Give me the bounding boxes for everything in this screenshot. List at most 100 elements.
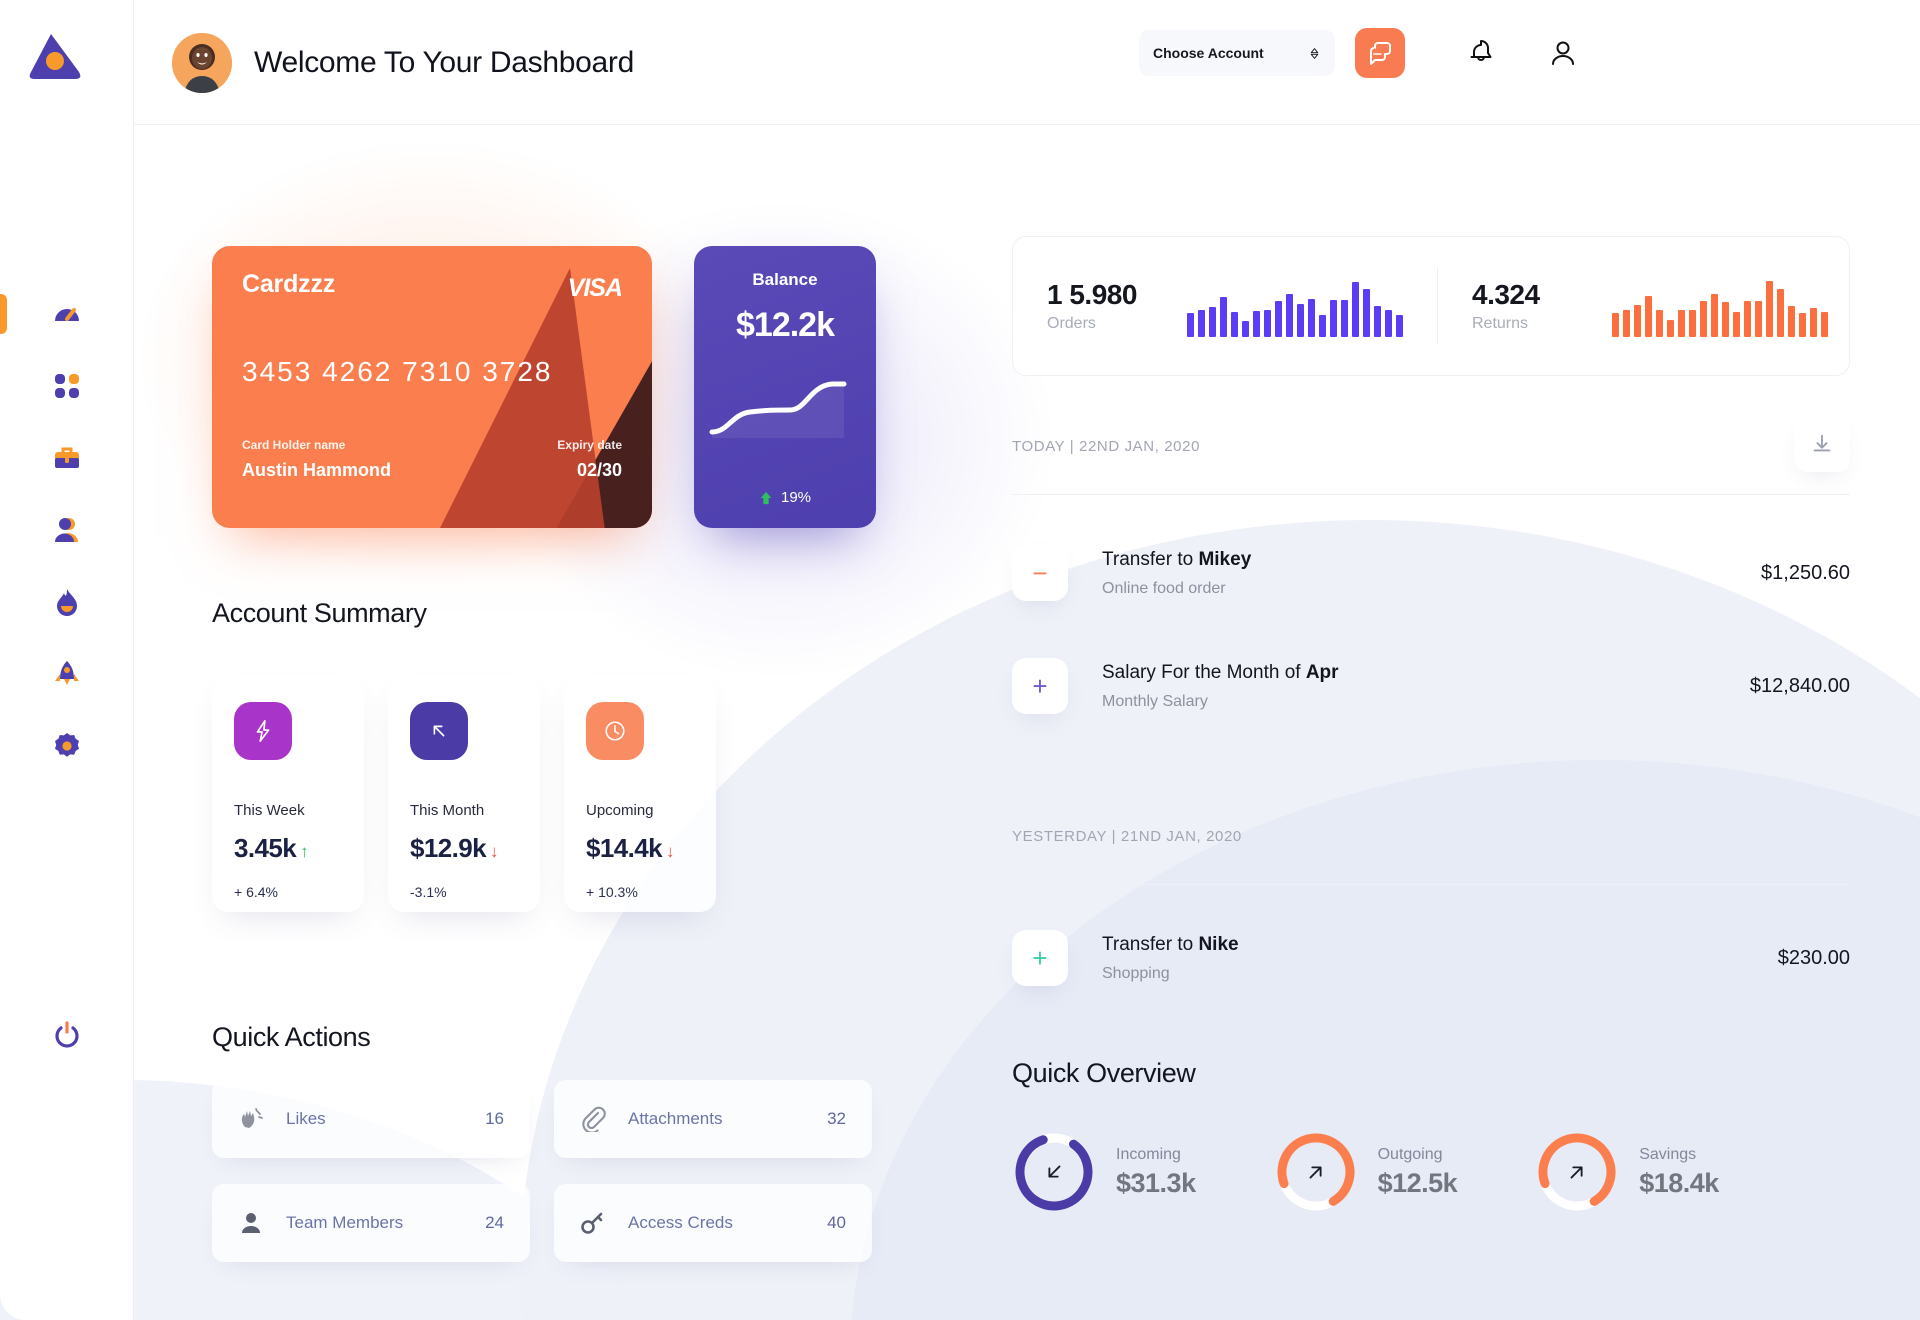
overview-item-incoming[interactable]: Incoming $31.3k (1012, 1130, 1196, 1214)
bar (1308, 298, 1315, 337)
overview-label: Savings (1639, 1145, 1697, 1163)
table-row[interactable]: + Salary For the Month of Apr Monthly Sa… (1012, 658, 1850, 714)
table-row[interactable]: + Transfer to Nike Shopping $230.00 (1012, 930, 1850, 986)
bar (1656, 309, 1663, 337)
bar (1341, 299, 1348, 337)
transactions-yesterday-header: YESTERDAY | 21ND JAN, 2020 (1012, 828, 1850, 845)
bar (1634, 304, 1641, 337)
summary-value: $14.4k (586, 833, 663, 863)
download-icon[interactable] (1794, 416, 1850, 472)
sidebar-item-portfolio[interactable] (0, 422, 134, 494)
balance-card[interactable]: Balance $12.2k 19% (694, 246, 876, 528)
quick-action-count: 24 (485, 1213, 504, 1232)
arrow-up-right-icon (1274, 1130, 1358, 1214)
power-icon[interactable] (52, 1020, 82, 1050)
bar (1810, 308, 1817, 337)
bar (1242, 320, 1249, 337)
sidebar-item-dashboard[interactable] (0, 278, 134, 350)
quick-actions-heading: Quick Actions (212, 1022, 371, 1052)
overview-item-savings[interactable]: Savings $18.4k (1535, 1130, 1719, 1214)
transaction-amount: $230.00 (1777, 946, 1850, 969)
active-indicator (0, 294, 7, 334)
summary-card-this-month[interactable]: This Month $12.9k ↓ -3.1% (388, 676, 540, 912)
triangle-logo[interactable] (27, 30, 83, 80)
minus-icon: − (1012, 545, 1068, 601)
user-avatar[interactable] (172, 33, 232, 93)
bell-icon[interactable] (1464, 36, 1498, 70)
flame-icon (52, 587, 82, 617)
overview-item-outgoing[interactable]: Outgoing $12.5k (1274, 1130, 1458, 1214)
credit-card[interactable]: Cardzzz VISA 3453 4262 7310 3728 Card Ho… (212, 246, 652, 528)
user-account-icon[interactable] (1546, 36, 1580, 70)
quick-action-team-members[interactable]: Team Members 24 (212, 1184, 530, 1262)
transaction-amount: $12,840.00 (1749, 674, 1850, 697)
returns-value: 4.324 (1472, 279, 1540, 310)
orders-value: 1 5.980 (1047, 279, 1137, 310)
outgoing-donut-chart (1274, 1130, 1358, 1214)
bar (1766, 281, 1773, 337)
summary-value-wrap: $12.9k ↓ (410, 833, 518, 864)
sidebar-item-settings[interactable] (0, 710, 134, 782)
bar (1297, 303, 1304, 337)
bar (1231, 312, 1238, 337)
bar (1330, 299, 1337, 337)
quick-action-access-creds[interactable]: Access Creds 40 (554, 1184, 872, 1262)
messages-icon[interactable] (1355, 28, 1405, 78)
bar (1821, 312, 1828, 337)
card-number: 3453 4262 7310 3728 (242, 356, 553, 387)
bar (1264, 309, 1271, 337)
transactions-divider (1012, 494, 1850, 495)
bar (1209, 307, 1216, 337)
sidebar-nav (0, 278, 134, 782)
card-expiry-label: Expiry date (557, 438, 622, 452)
returns-sparkline-chart (1612, 275, 1828, 337)
summary-value: $12.9k (410, 833, 487, 863)
summary-card-upcoming[interactable]: Upcoming $14.4k ↓ + 10.3% (564, 676, 716, 912)
quick-action-label: Likes (286, 1109, 326, 1128)
bar (1253, 310, 1260, 337)
summary-trend-arrow: ↓ (489, 842, 498, 861)
bar (1187, 313, 1194, 337)
summary-percent: + 6.4% (234, 884, 278, 900)
bar (1374, 306, 1381, 337)
summary-percent: -3.1% (410, 884, 447, 900)
transaction-title-bold: Apr (1305, 661, 1339, 683)
quick-actions-grid: Likes 16 Attachments 32 Team Members 24 (212, 1080, 872, 1262)
quick-action-label: Access Creds (628, 1213, 733, 1232)
quick-action-likes[interactable]: Likes 16 (212, 1080, 530, 1158)
overview-value: $12.5k (1377, 1167, 1458, 1198)
account-summary-heading: Account Summary (212, 598, 427, 628)
summary-value-wrap: 3.45k ↑ (234, 833, 342, 864)
bar (1722, 302, 1729, 337)
bar (1733, 312, 1740, 337)
rocket-icon (52, 659, 82, 689)
sidebar-item-launch[interactable] (0, 638, 134, 710)
sidebar-item-apps[interactable] (0, 350, 134, 422)
bar (1788, 306, 1795, 337)
summary-label: This Month (410, 802, 485, 819)
bar (1777, 288, 1784, 337)
table-row[interactable]: − Transfer to Mikey Online food order $1… (1012, 545, 1850, 601)
summary-label: This Week (234, 802, 305, 819)
gear-icon (52, 731, 82, 761)
clapping-hands-icon (238, 1106, 264, 1132)
bolt-icon (234, 702, 292, 760)
card-holder-name: Austin Hammond (242, 460, 392, 480)
plus-icon: + (1012, 930, 1068, 986)
overview-value: $18.4k (1639, 1167, 1719, 1198)
bar (1385, 309, 1392, 337)
bar (1198, 309, 1205, 337)
overview-label: Outgoing (1377, 1145, 1443, 1163)
sidebar-item-profile[interactable] (0, 494, 134, 566)
sidebar-item-trending[interactable] (0, 566, 134, 638)
arrow-up-icon (760, 491, 772, 504)
incoming-donut-chart (1012, 1130, 1096, 1214)
quick-action-attachments[interactable]: Attachments 32 (554, 1080, 872, 1158)
overview-value: $31.3k (1116, 1167, 1196, 1198)
clock-icon (586, 702, 644, 760)
speedometer-icon (52, 299, 82, 329)
account-select[interactable]: Choose Account (1139, 30, 1335, 76)
transactions-today-header: TODAY | 22ND JAN, 2020 (1012, 416, 1850, 472)
summary-card-this-week[interactable]: This Week 3.45k ↑ + 6.4% (212, 676, 364, 912)
